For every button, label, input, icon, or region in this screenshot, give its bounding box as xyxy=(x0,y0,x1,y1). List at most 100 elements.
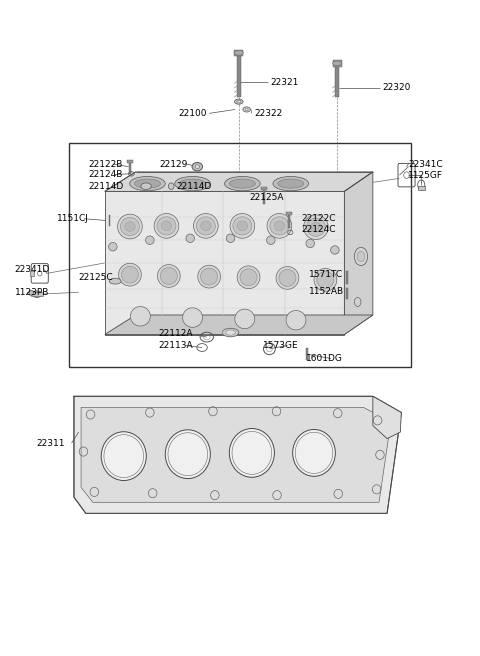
Ellipse shape xyxy=(125,222,135,232)
Ellipse shape xyxy=(354,247,368,266)
Bar xyxy=(306,348,308,360)
Polygon shape xyxy=(81,407,391,502)
Polygon shape xyxy=(105,172,373,192)
Text: 22321: 22321 xyxy=(271,77,299,87)
Text: 22113A: 22113A xyxy=(158,341,193,350)
Polygon shape xyxy=(105,315,373,335)
Polygon shape xyxy=(373,396,401,439)
Ellipse shape xyxy=(226,234,235,243)
Text: 1123PB: 1123PB xyxy=(14,288,49,297)
Ellipse shape xyxy=(157,264,180,287)
Bar xyxy=(286,212,292,215)
Text: 1125GF: 1125GF xyxy=(408,171,444,180)
Ellipse shape xyxy=(195,165,199,169)
Ellipse shape xyxy=(119,263,141,286)
Bar xyxy=(333,60,342,66)
Text: 22125C: 22125C xyxy=(79,273,113,282)
Ellipse shape xyxy=(29,290,34,295)
Ellipse shape xyxy=(314,268,337,291)
Text: 22122B: 22122B xyxy=(88,159,122,169)
Ellipse shape xyxy=(278,179,304,188)
Ellipse shape xyxy=(354,297,361,306)
Bar xyxy=(263,188,265,205)
Ellipse shape xyxy=(243,107,251,112)
Text: 22341D: 22341D xyxy=(14,265,50,274)
Ellipse shape xyxy=(175,176,210,191)
Text: 22341C: 22341C xyxy=(408,159,443,169)
Text: 1151CJ: 1151CJ xyxy=(57,215,89,223)
Bar xyxy=(346,271,348,284)
Ellipse shape xyxy=(225,176,260,191)
Bar xyxy=(346,288,348,299)
Ellipse shape xyxy=(317,272,334,289)
Text: 1573GE: 1573GE xyxy=(263,341,299,350)
Ellipse shape xyxy=(120,217,139,236)
Ellipse shape xyxy=(279,270,296,287)
Ellipse shape xyxy=(276,266,299,289)
Ellipse shape xyxy=(157,216,176,235)
Ellipse shape xyxy=(306,239,314,248)
Ellipse shape xyxy=(237,100,240,103)
Ellipse shape xyxy=(160,268,178,285)
Ellipse shape xyxy=(168,183,174,190)
Ellipse shape xyxy=(233,216,252,235)
Bar xyxy=(237,53,241,97)
Bar xyxy=(69,142,411,367)
Ellipse shape xyxy=(229,428,275,478)
Ellipse shape xyxy=(134,179,160,188)
Ellipse shape xyxy=(331,246,339,254)
Bar xyxy=(288,213,290,228)
Text: 22322: 22322 xyxy=(254,109,283,118)
Ellipse shape xyxy=(235,99,243,104)
Ellipse shape xyxy=(201,221,211,231)
Text: 22124C: 22124C xyxy=(301,225,336,234)
Ellipse shape xyxy=(311,222,321,232)
Ellipse shape xyxy=(180,179,205,188)
Ellipse shape xyxy=(266,236,275,245)
Bar xyxy=(108,215,110,226)
Ellipse shape xyxy=(193,213,218,238)
Bar xyxy=(129,161,132,174)
Ellipse shape xyxy=(273,176,309,191)
Ellipse shape xyxy=(154,213,179,238)
Ellipse shape xyxy=(130,176,165,191)
Ellipse shape xyxy=(303,215,328,239)
Polygon shape xyxy=(105,192,344,335)
Text: 1152AB: 1152AB xyxy=(309,287,344,296)
Ellipse shape xyxy=(131,306,150,326)
Bar xyxy=(261,187,267,190)
Ellipse shape xyxy=(267,213,292,238)
Ellipse shape xyxy=(109,278,121,284)
Ellipse shape xyxy=(237,221,248,231)
Ellipse shape xyxy=(196,216,216,235)
Ellipse shape xyxy=(293,430,336,476)
Text: 1571TC: 1571TC xyxy=(309,270,343,279)
Bar xyxy=(127,159,133,163)
Ellipse shape xyxy=(245,108,248,111)
Text: 22125A: 22125A xyxy=(250,194,284,203)
Ellipse shape xyxy=(141,183,151,190)
Ellipse shape xyxy=(145,236,154,245)
Ellipse shape xyxy=(234,51,243,55)
Bar xyxy=(30,271,34,276)
Text: 22112A: 22112A xyxy=(158,329,193,338)
Bar xyxy=(234,50,243,56)
Text: 22114D: 22114D xyxy=(176,182,211,191)
Ellipse shape xyxy=(161,221,172,231)
Ellipse shape xyxy=(192,163,203,171)
Ellipse shape xyxy=(165,430,210,479)
Ellipse shape xyxy=(108,243,117,251)
Text: 22122C: 22122C xyxy=(301,215,336,223)
Bar xyxy=(31,292,43,296)
Text: 22311: 22311 xyxy=(36,439,64,447)
Text: 1601DG: 1601DG xyxy=(305,354,342,363)
Text: 22124B: 22124B xyxy=(88,170,122,179)
Ellipse shape xyxy=(333,61,342,66)
Ellipse shape xyxy=(182,308,203,327)
Ellipse shape xyxy=(230,213,255,238)
Ellipse shape xyxy=(240,269,257,286)
Polygon shape xyxy=(344,172,373,335)
Ellipse shape xyxy=(270,216,289,235)
Text: 22320: 22320 xyxy=(383,83,411,92)
Ellipse shape xyxy=(186,234,194,243)
